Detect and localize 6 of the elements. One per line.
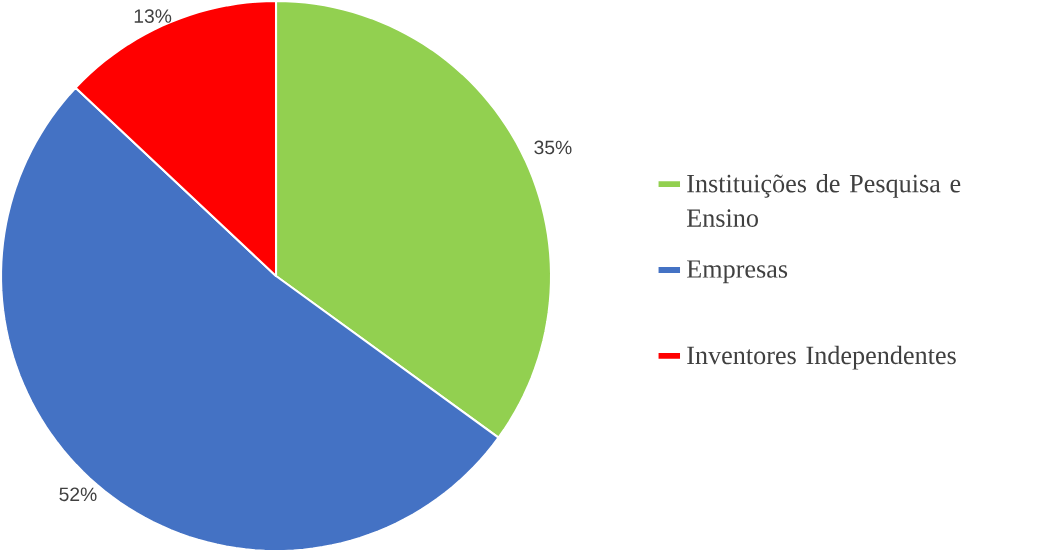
data-label: 52%: [59, 487, 97, 502]
legend-label: Inventores Independentes: [687, 345, 956, 370]
data-label: 13%: [134, 9, 172, 23]
legend-label: Instituições de Pesquisa e Ensino: [686, 173, 961, 227]
data-label: 35%: [534, 140, 572, 155]
legend-label: Empresas: [686, 260, 788, 284]
